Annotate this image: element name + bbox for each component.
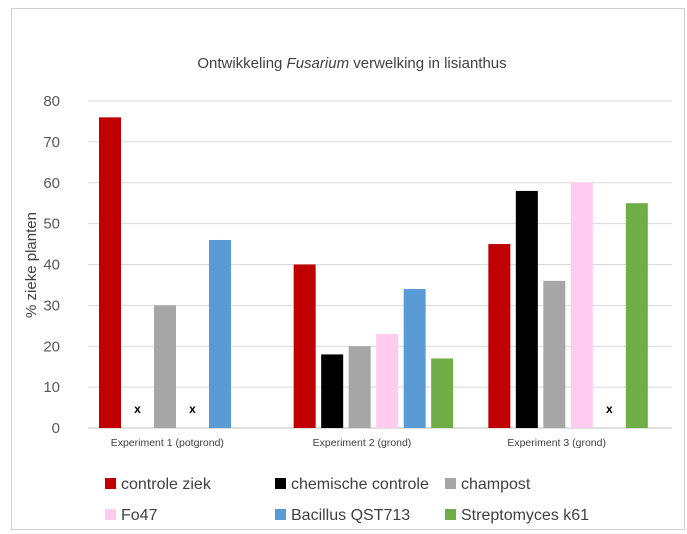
chart-title-part: verwelking in lisianthus — [349, 55, 507, 72]
y-axis-label: % zieke planten — [23, 212, 40, 318]
x-category-label: Experiment 3 (grond) — [507, 437, 606, 449]
y-tick-label: 30 — [43, 297, 60, 314]
chart-title-part: Fusarium — [287, 55, 350, 72]
bar-bacillus-qst713-exp1 — [209, 239, 231, 428]
legend-swatch-streptomyces-k61 — [445, 509, 456, 520]
legend-label: chemische controle — [291, 476, 429, 493]
legend-swatch-bacillus-qst713 — [275, 509, 286, 520]
bar-champost-exp3 — [543, 280, 566, 428]
x-category-label: Experiment 1 (potgrond) — [111, 437, 224, 449]
y-tick-label: 10 — [43, 379, 60, 396]
y-tick-label: 70 — [43, 134, 60, 151]
bar-champost-exp2 — [348, 346, 371, 428]
not-tested-marker: x — [606, 402, 613, 416]
legend-label: controle ziek — [121, 476, 212, 493]
legend-label: Bacillus QST713 — [291, 507, 410, 524]
bar-controle-ziek-exp3 — [488, 244, 511, 428]
bar-fo47-exp2 — [376, 333, 399, 428]
not-tested-marker: x — [189, 402, 196, 416]
y-tick-label: 80 — [43, 93, 60, 110]
y-tick-label: 40 — [43, 257, 60, 274]
legend-swatch-fo47 — [105, 509, 116, 520]
bar-champost-exp1 — [154, 305, 176, 428]
bar-chemische-controle-exp2 — [321, 354, 344, 428]
chart-title: Ontwikkeling Fusarium verwelking in lisi… — [197, 55, 506, 72]
x-category-label: Experiment 2 (grond) — [313, 437, 412, 449]
bar-chemische-controle-exp3 — [515, 190, 538, 428]
bar-streptomyces-k61-exp2 — [431, 358, 454, 428]
legend-swatch-controle-ziek — [105, 478, 116, 489]
y-tick-label: 60 — [43, 175, 60, 192]
bar-streptomyces-k61-exp3 — [625, 203, 648, 428]
not-tested-marker: x — [134, 402, 141, 416]
chart-title-part: Ontwikkeling — [197, 55, 286, 72]
y-tick-label: 20 — [43, 338, 60, 355]
legend-swatch-champost — [445, 478, 456, 489]
legend-swatch-chemische-controle — [275, 478, 286, 489]
bar-controle-ziek-exp2 — [293, 264, 316, 428]
legend-label: Fo47 — [121, 507, 158, 524]
y-tick-label: 0 — [52, 420, 60, 437]
y-tick-label: 50 — [43, 216, 60, 233]
bar-controle-ziek-exp1 — [99, 117, 121, 428]
chart-frame — [11, 8, 685, 530]
bar-bacillus-qst713-exp2 — [403, 289, 426, 428]
legend-label: Streptomyces k61 — [461, 507, 589, 524]
bar-fo47-exp3 — [570, 182, 593, 428]
legend-label: champost — [461, 476, 531, 493]
